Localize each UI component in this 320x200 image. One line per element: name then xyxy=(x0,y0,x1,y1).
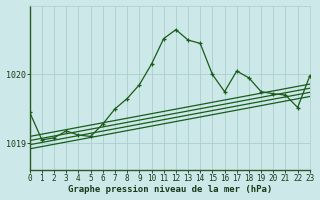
X-axis label: Graphe pression niveau de la mer (hPa): Graphe pression niveau de la mer (hPa) xyxy=(68,185,272,194)
